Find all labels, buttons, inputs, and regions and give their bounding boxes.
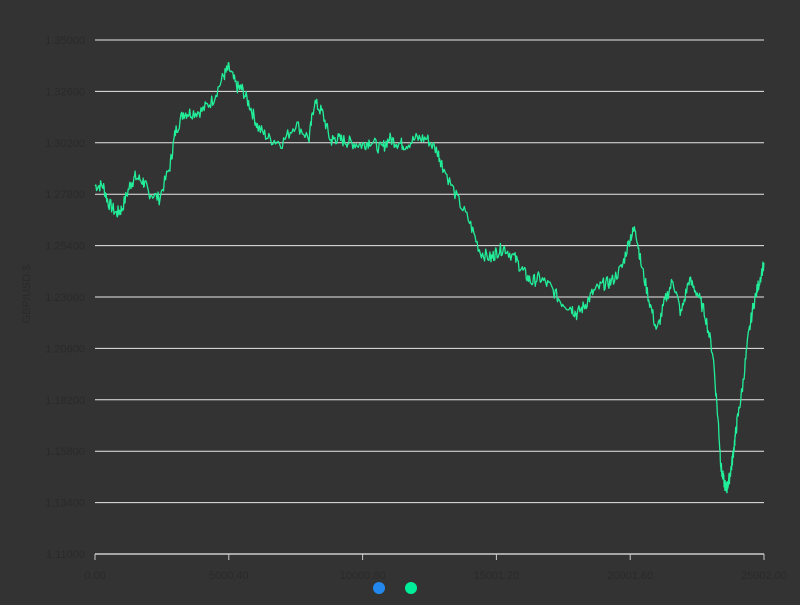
x-tick-label: 25002.00 [741, 570, 787, 582]
y-tick-label: 1.11000 [46, 549, 85, 561]
y-tick-label: 1.30200 [45, 138, 85, 150]
y-tick-label: 1.15800 [45, 446, 85, 458]
x-tick-label: 20001.60 [607, 570, 653, 582]
legend-marker-series-1[interactable] [373, 582, 385, 594]
y-tick-label: 1.23000 [45, 292, 85, 304]
y-tick-label: 1.27800 [45, 189, 85, 201]
y-tick-label: 1.35000 [45, 35, 85, 47]
tick-labels: 1.11000 1.13400 1.15800 1.18200 1.20600 1.230… [45, 35, 787, 582]
y-axis-label: GBP/USD $ [21, 265, 33, 324]
x-tick-label: 5000.40 [209, 570, 249, 582]
series-line-1 [94, 62, 765, 494]
series-layer [94, 62, 765, 494]
y-tick-label: 1.25400 [45, 241, 85, 253]
x-tick-label: 10000.80 [340, 570, 386, 582]
x-tick-label: 0.00 [84, 570, 105, 582]
legend [373, 582, 417, 594]
x-tick-label: 15001.20 [473, 570, 519, 582]
legend-marker-series-2[interactable] [405, 582, 417, 594]
grid-lines [95, 39, 764, 504]
axes [94, 553, 765, 560]
y-tick-label: 1.13400 [45, 498, 85, 510]
y-tick-label: 1.18200 [45, 395, 85, 407]
y-tick-label: 1.20600 [45, 343, 85, 355]
y-tick-label: 1.32600 [45, 86, 85, 98]
